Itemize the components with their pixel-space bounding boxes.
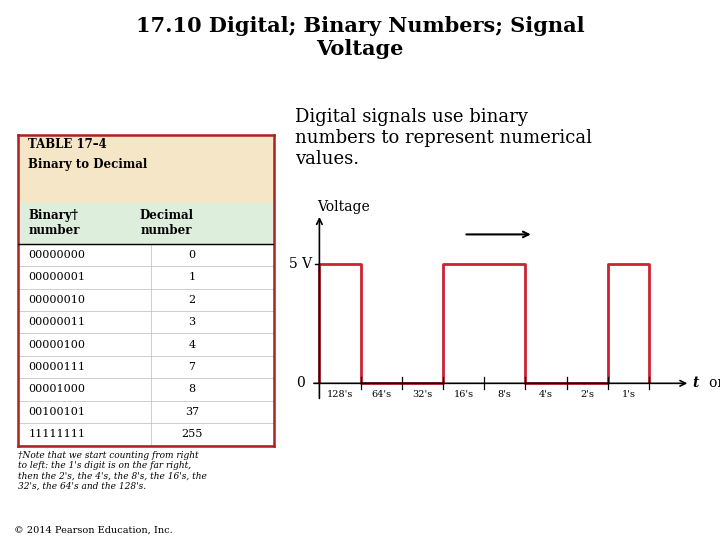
Text: 00000001: 00000001	[28, 272, 85, 282]
Text: 00100101: 00100101	[28, 407, 85, 417]
Text: Decimal
number: Decimal number	[139, 210, 193, 238]
Text: or x: or x	[708, 376, 720, 390]
Text: 00000111: 00000111	[28, 362, 85, 372]
Text: 00000100: 00000100	[28, 340, 85, 349]
Text: 8's: 8's	[498, 390, 512, 400]
Text: Digital signals use binary
numbers to represent numerical
values.: Digital signals use binary numbers to re…	[295, 108, 593, 167]
Text: Binary to Decimal: Binary to Decimal	[28, 158, 148, 171]
Text: 64's: 64's	[371, 390, 391, 400]
Text: 16's: 16's	[454, 390, 474, 400]
Text: 4: 4	[188, 340, 195, 349]
Text: 8: 8	[188, 384, 195, 394]
Text: Binary†
number: Binary† number	[28, 210, 80, 238]
Text: †Note that we start counting from right
to left: the 1's digit is on the far rig: †Note that we start counting from right …	[18, 451, 207, 491]
Text: 255: 255	[181, 429, 202, 439]
Text: 1's: 1's	[621, 390, 635, 400]
Text: 1: 1	[188, 272, 195, 282]
Bar	[18, 135, 274, 203]
Text: 17.10 Digital; Binary Numbers; Signal
Voltage: 17.10 Digital; Binary Numbers; Signal Vo…	[135, 16, 585, 59]
Text: TABLE 17–4: TABLE 17–4	[28, 138, 107, 151]
Text: 4's: 4's	[539, 390, 553, 400]
Text: Voltage: Voltage	[318, 200, 370, 214]
Text: 00000011: 00000011	[28, 317, 85, 327]
Text: 00000000: 00000000	[28, 250, 85, 260]
Text: 7: 7	[189, 362, 195, 372]
Text: © 2014 Pearson Education, Inc.: © 2014 Pearson Education, Inc.	[14, 525, 173, 535]
Text: 00001000: 00001000	[28, 384, 85, 394]
Bar	[18, 203, 274, 244]
Text: 3: 3	[188, 317, 195, 327]
Text: 37: 37	[185, 407, 199, 417]
Text: t: t	[692, 376, 698, 390]
Text: 2's: 2's	[580, 390, 594, 400]
Text: 2: 2	[188, 295, 195, 305]
Text: 128's: 128's	[327, 390, 354, 400]
Text: 5 V: 5 V	[289, 257, 312, 271]
Text: 00000010: 00000010	[28, 295, 85, 305]
Text: 0: 0	[297, 376, 305, 390]
Text: 32's: 32's	[413, 390, 433, 400]
Text: 11111111: 11111111	[28, 429, 85, 439]
Text: 0: 0	[188, 250, 195, 260]
